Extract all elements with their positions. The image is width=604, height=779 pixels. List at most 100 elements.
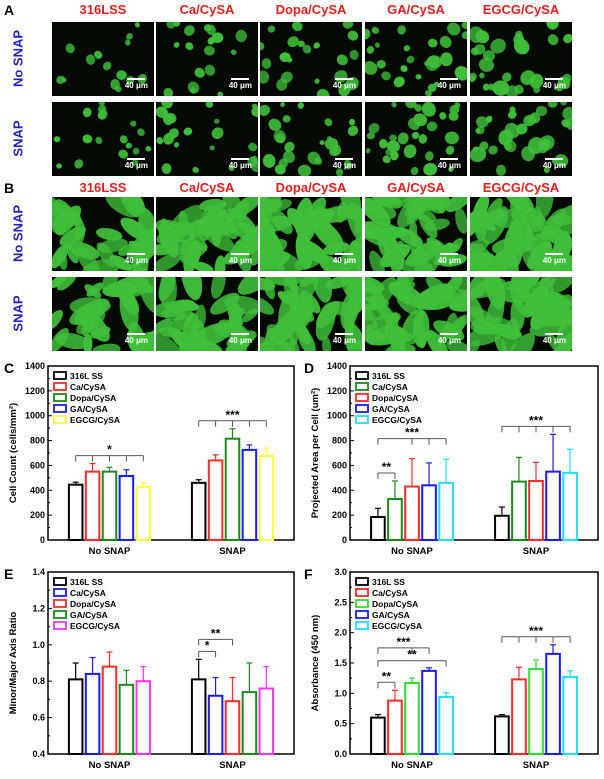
scale-bar: 40 μm [543, 333, 566, 345]
cell-shape [479, 141, 489, 151]
cell-shape [415, 74, 422, 80]
bar [494, 514, 510, 541]
legend-label: GA/CySA [372, 404, 410, 414]
scale-bar: 40 μm [543, 78, 566, 90]
y-tick-label: 600 [30, 460, 45, 470]
cell-shape [316, 88, 330, 96]
cell-shape [555, 83, 564, 92]
cell-shape [211, 277, 226, 299]
legend-swatch [355, 588, 369, 597]
cell-shape [65, 43, 75, 54]
y-tick-label: 2.0 [334, 628, 347, 638]
cell-shape [156, 318, 173, 334]
cell-shape [385, 149, 392, 156]
cell-shape [156, 253, 182, 271]
scale-bar: 40 μm [438, 253, 461, 265]
bar [224, 700, 241, 755]
cell-shape [282, 115, 291, 123]
cell-shape [319, 140, 325, 146]
legend-swatch [53, 610, 67, 619]
cell-shape [274, 164, 286, 175]
y-tick-label: 0.4 [32, 749, 45, 759]
bar [438, 481, 454, 542]
cell-shape [130, 120, 137, 127]
sig-star: ** [407, 648, 417, 662]
cell-shape [121, 197, 141, 218]
cell-shape [406, 55, 415, 64]
cell-shape [507, 110, 517, 119]
bar [101, 665, 118, 755]
cell-shape [283, 150, 295, 163]
cell-shape [397, 25, 406, 35]
x-category-label: No SNAP [89, 546, 131, 557]
cell-shape [237, 277, 258, 295]
scale-bar: 40 μm [333, 333, 356, 345]
cell-shape [109, 255, 133, 271]
cell-shape [84, 284, 102, 299]
cell-shape [405, 102, 417, 109]
cell-shape [395, 227, 424, 248]
scale-bar: 40 μm [229, 78, 252, 90]
cell-shape [391, 102, 397, 108]
bar [545, 470, 561, 541]
legend-label: 316L SS [70, 371, 103, 381]
cell-shape [260, 70, 270, 84]
cell-shape [506, 85, 519, 96]
column-header: Dopa/CySA [275, 2, 347, 17]
cell-shape [82, 134, 93, 144]
bar [421, 484, 437, 541]
y-tick-label: 1.2 [32, 603, 45, 613]
legend-swatch [53, 621, 67, 630]
bar [101, 470, 118, 541]
scale-bar: 40 μm [438, 158, 461, 170]
bar [511, 678, 527, 755]
cell-shape [445, 197, 467, 213]
legend-swatch [53, 404, 67, 413]
cell-shape [408, 197, 446, 209]
y-tick-label: 1.5 [334, 658, 347, 668]
cell-shape [110, 79, 120, 90]
cell-shape [379, 223, 400, 238]
bar [190, 481, 207, 542]
y-tick-label: 0.0 [334, 749, 347, 759]
cell-shape [313, 42, 320, 49]
legend-label: Ca/CySA [70, 588, 106, 598]
cell-shape [365, 197, 397, 220]
micrograph-tile: 40 μm [260, 102, 362, 176]
cell-shape [413, 113, 428, 127]
cell-shape [287, 36, 299, 48]
column-header: Ca/CySA [179, 180, 235, 195]
cell-shape [280, 102, 285, 107]
cell-shape [204, 64, 216, 76]
legend-label: Ca/CySA [70, 382, 106, 392]
cell-shape [421, 102, 436, 117]
cell-shape [297, 164, 312, 176]
cell-shape [178, 210, 189, 232]
cell-shape [475, 30, 490, 44]
bar [387, 699, 403, 755]
cell-shape [293, 319, 311, 344]
panel-label-d: D [304, 360, 315, 376]
cell-shape [340, 290, 360, 330]
cell-shape [292, 22, 303, 32]
cell-shape [95, 136, 103, 144]
micrograph-tile: 40 μm [260, 197, 362, 271]
cell-shape [369, 250, 385, 271]
cell-shape [418, 134, 428, 144]
cell-shape [547, 334, 563, 351]
cell-shape [506, 332, 535, 351]
cell-shape [561, 119, 571, 128]
cell-shape [503, 197, 534, 213]
cell-shape [366, 45, 375, 54]
cell-shape [427, 83, 437, 92]
cell-shape [454, 285, 467, 309]
y-axis-label: Absorbance (450 nm) [310, 615, 321, 712]
cell-shape [125, 142, 133, 149]
cell-shape [156, 330, 181, 351]
cell-shape [161, 102, 173, 109]
y-tick-label: 0.8 [32, 676, 45, 686]
cell-shape [280, 71, 293, 84]
x-category-label: SNAP [523, 546, 550, 557]
cell-shape [345, 77, 359, 91]
cell-shape [426, 330, 449, 351]
